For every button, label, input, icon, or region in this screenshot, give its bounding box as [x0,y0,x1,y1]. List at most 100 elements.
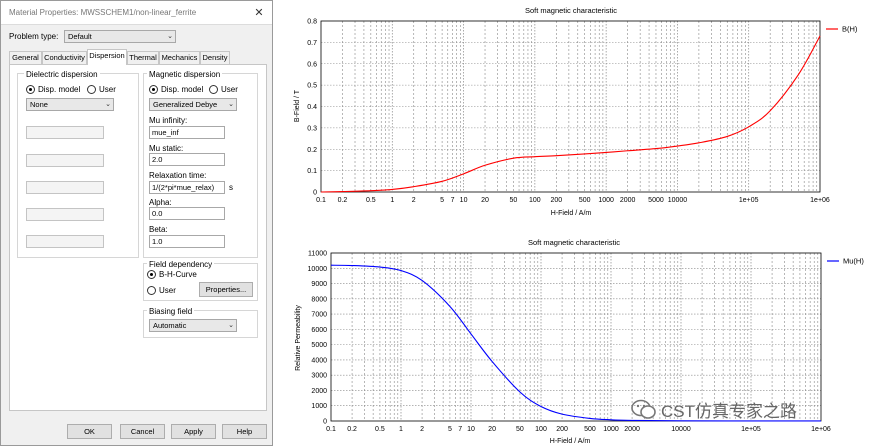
field-user-radio[interactable] [147,286,156,295]
x-tick-label: 5 [448,426,452,433]
tab-density[interactable]: Density [200,51,230,64]
y-tick-label: 0 [313,190,317,197]
help-button[interactable]: Help [222,424,267,439]
y-tick-label: 0.6 [307,61,317,68]
mu-static-field[interactable]: 2.0 [149,153,225,166]
wechat-icon [631,399,656,419]
cancel-button[interactable]: Cancel [120,424,165,439]
dialog-titlebar[interactable]: Material Properties: MWSSCHEM1/non-linea… [1,1,272,25]
watermark: CST仿真专家之路 [631,396,851,422]
dielectric-user-radio[interactable] [87,85,96,94]
y-tick-label: 2000 [311,388,327,395]
dielectric-dispersion-title: Dielectric dispersion [24,70,100,79]
x-tick-label: 20 [488,426,496,433]
x-tick-label: 1 [390,197,394,204]
biasing-field-group [143,310,258,338]
bh-curve-label: B-H-Curve [159,270,197,279]
dielectric-model-value: None [30,100,48,109]
y-tick-label: 7000 [311,312,327,319]
x-tick-label: 1e+05 [741,426,761,433]
watermark-text: CST仿真专家之路 [661,402,797,421]
plot-area [330,252,822,422]
x-tick-label: 2000 [624,426,640,433]
x-tick-label: 1 [399,426,403,433]
series-line-b-h- [320,35,821,193]
dielectric-user-label: User [99,85,116,94]
chevron-down-icon: ⌄ [167,33,173,40]
dielectric-param-field-3 [26,181,104,194]
magnetic-user-radio[interactable] [209,85,218,94]
x-tick-label: 5 [440,197,444,204]
bh-curve-radio[interactable] [147,270,156,279]
magnetic-disp-model-label: Disp. model [161,85,204,94]
chart-grid [321,21,820,192]
chart-grid [331,253,821,421]
mu-infinity-field[interactable]: mue_inf [149,126,225,139]
x-tick-label: 2000 [620,197,636,204]
problem-type-select[interactable]: Default ⌄ [64,30,176,43]
dielectric-model-select[interactable]: None ⌄ [26,98,114,111]
tab-general[interactable]: General [9,51,42,64]
y-axis-label: B-Field / T [294,89,301,122]
dielectric-disp-model-radio[interactable] [26,85,35,94]
biasing-field-select[interactable]: Automatic ⌄ [149,319,237,332]
problem-type-value: Default [68,32,92,41]
x-axis-label: H-Field / A/m [551,210,592,217]
relaxation-time-field[interactable]: 1/(2*pi*mue_relax) [149,181,225,194]
x-tick-label: 2 [412,197,416,204]
close-icon[interactable]: ✕ [254,7,264,19]
dispersion-tab-panel: Dielectric dispersion Disp. model User N… [9,64,267,411]
series-line-mu-h- [330,264,822,422]
alpha-label: Alpha: [149,198,172,207]
dialog-title: Material Properties: MWSSCHEM1/non-linea… [9,8,197,17]
tab-conductivity[interactable]: Conductivity [42,51,87,64]
chart-legend: Mu(H) [827,257,864,266]
ok-button[interactable]: OK [67,424,112,439]
biasing-field-title: Biasing field [147,307,195,316]
beta-label: Beta: [149,225,168,234]
alpha-field[interactable]: 0.0 [149,207,225,220]
y-tick-label: 5000 [311,342,327,349]
mu-static-label: Mu static: [149,144,184,153]
relaxation-time-unit: s [229,183,233,192]
dielectric-param-field-2 [26,154,104,167]
y-tick-label: 11000 [308,251,327,258]
magnetic-model-select[interactable]: Generalized Debye ⌄ [149,98,237,111]
y-tick-label: 8000 [311,296,327,303]
x-tick-label: 0.1 [316,197,326,204]
magnetic-disp-model-radio[interactable] [149,85,158,94]
chart-title: Soft magnetic characteristic [528,238,620,247]
properties-button[interactable]: Properties... [199,282,253,297]
x-tick-label: 1e+05 [739,197,759,204]
x-tick-label: 100 [529,197,541,204]
x-axis-label: H-Field / A/m [550,438,591,445]
y-tick-label: 0.7 [307,40,317,47]
y-tick-label: 0 [323,419,327,426]
beta-field[interactable]: 1.0 [149,235,225,248]
x-tick-label: 50 [509,197,517,204]
x-tick-label: 10000 [671,426,691,433]
magnetic-dispersion-title: Magnetic dispersion [147,70,223,79]
x-tick-label: 7 [458,426,462,433]
problem-type-label: Problem type: [9,32,59,41]
magnetic-model-value: Generalized Debye [153,100,218,109]
tab-thermal[interactable]: Thermal [127,51,159,64]
y-tick-label: 1000 [311,403,327,410]
x-tick-label: 100 [535,426,547,433]
chart-title: Soft magnetic characteristic [525,6,617,15]
dielectric-param-field-1 [26,126,104,139]
relaxation-time-label: Relaxation time: [149,171,207,180]
field-user-label: User [159,286,176,295]
x-tick-label: 20 [481,197,489,204]
chevron-down-icon: ⌄ [228,101,234,108]
x-tick-label: 0.5 [366,197,376,204]
x-tick-label: 5000 [648,197,664,204]
y-tick-label: 9000 [311,281,327,288]
tab-dispersion[interactable]: Dispersion [87,49,127,65]
apply-button[interactable]: Apply [171,424,216,439]
x-tick-label: 0.1 [326,426,336,433]
legend-label: Mu(H) [843,257,864,266]
x-tick-label: 2 [420,426,424,433]
chart-legend: B(H) [826,25,858,34]
tab-mechanics[interactable]: Mechanics [159,51,200,64]
